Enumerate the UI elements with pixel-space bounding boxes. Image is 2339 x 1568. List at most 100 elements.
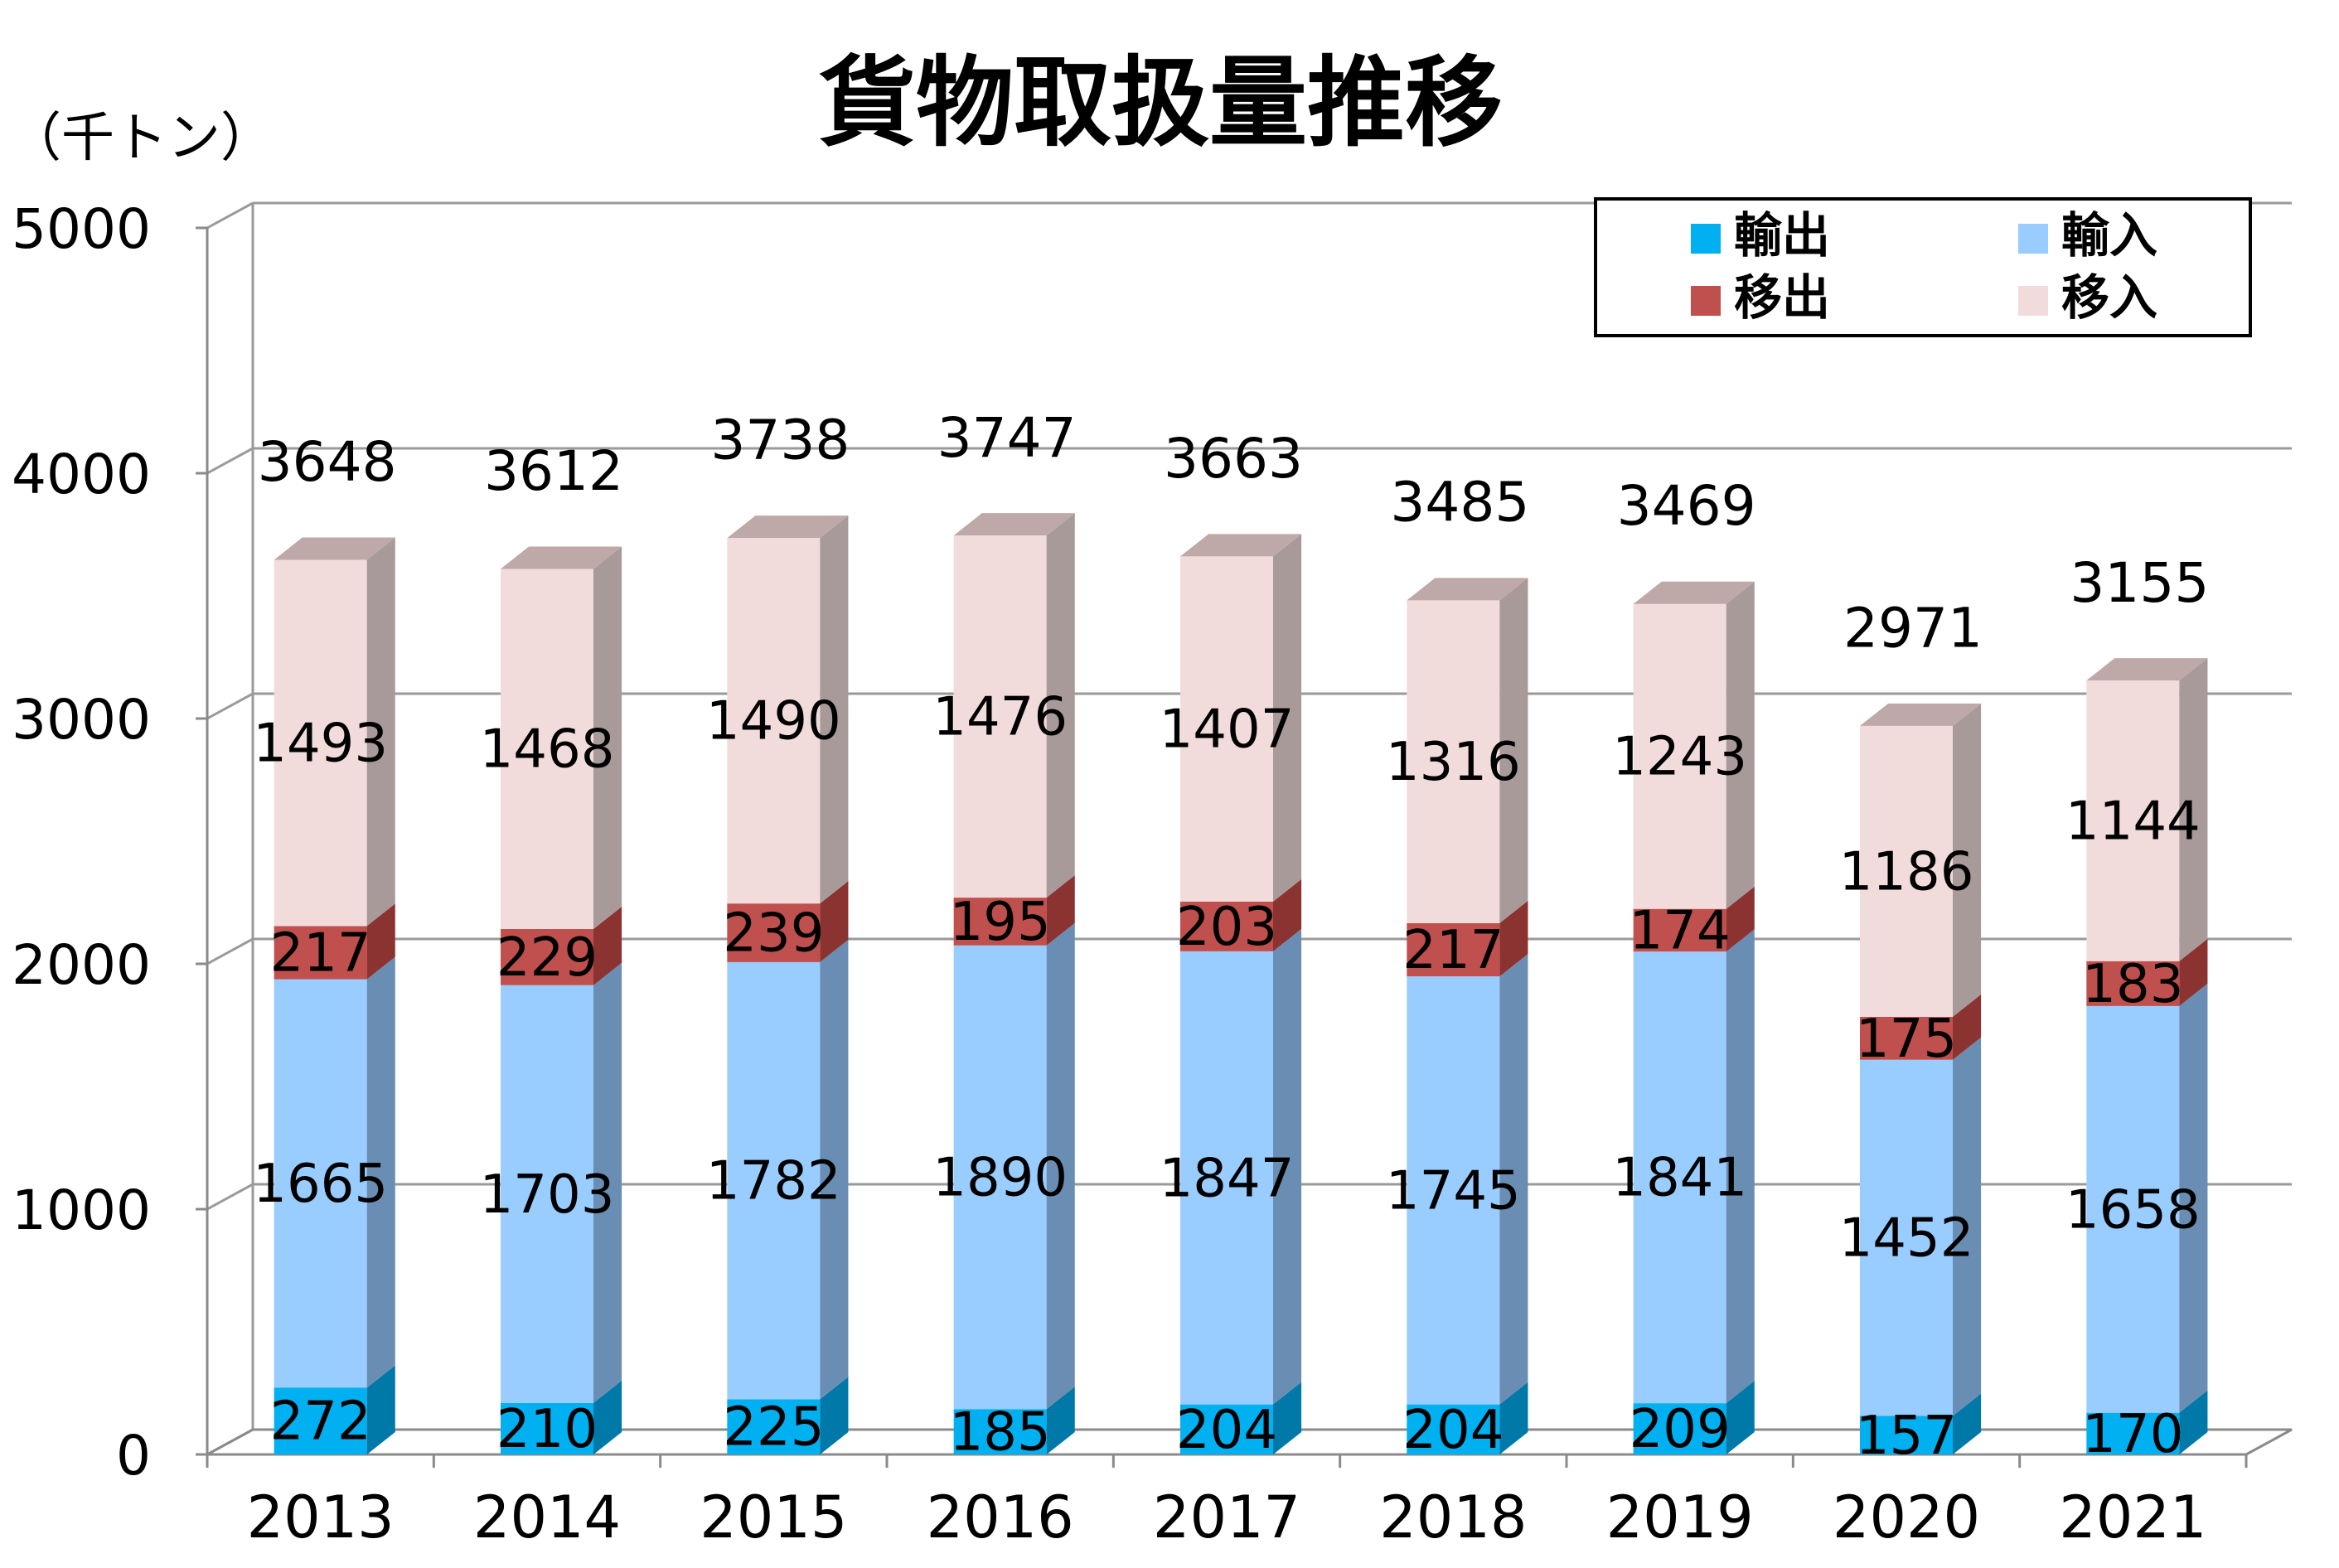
label-layer: 272 1665 217 1493 3648 210 1703 229 1468 3612 225 1… — [253, 406, 2209, 1467]
data-label: 217 — [1402, 920, 1504, 981]
bar-segment-side — [820, 515, 849, 904]
data-label: 210 — [496, 1399, 598, 1460]
bar-segment-front — [1180, 901, 1273, 951]
bar-segment-side — [1046, 513, 1075, 898]
bar-segment-front — [1180, 951, 1273, 1405]
bar-segment-front — [501, 1402, 593, 1454]
total-label: 2971 — [1843, 597, 1983, 661]
data-label: 1745 — [1386, 1160, 1521, 1222]
data-label: 174 — [1630, 900, 1731, 961]
bar-segment-front — [1633, 908, 1726, 952]
bar-top-face — [2086, 658, 2208, 681]
x-tick-label: 2020 — [1833, 1483, 1980, 1551]
bar-segment-front — [1860, 725, 1953, 1017]
y-tick-label: 0 — [116, 1424, 151, 1488]
bar-top-face — [501, 546, 622, 569]
data-label: 1493 — [253, 713, 388, 774]
bar-segment-front — [1860, 1059, 1953, 1416]
bar-segment-front — [501, 569, 593, 929]
bar-segment-front — [2086, 680, 2180, 961]
bar-segment-side — [366, 956, 395, 1388]
x-tick-label: 2017 — [1153, 1483, 1300, 1551]
legend-swatch — [1691, 224, 1721, 254]
bar-segment-front — [1407, 1404, 1500, 1454]
bar-segment-side — [1726, 886, 1755, 952]
legend-box — [1594, 197, 2252, 337]
bar-segment-side — [1046, 922, 1075, 1410]
total-label: 3612 — [484, 439, 623, 503]
data-label: 1490 — [706, 691, 841, 753]
bar-segment-side — [1953, 994, 1982, 1060]
bar-segment-front — [1180, 556, 1273, 902]
x-tick-label: 2018 — [1379, 1483, 1527, 1551]
bar-segment-side — [1273, 534, 1302, 902]
data-label: 204 — [1402, 1400, 1504, 1461]
total-label: 3747 — [937, 406, 1077, 470]
bar-segment-side — [1499, 1382, 1528, 1454]
side-gridline — [206, 201, 254, 230]
legend-swatch — [2018, 286, 2048, 316]
data-label: 1665 — [253, 1154, 388, 1215]
bar-segment-side — [366, 1365, 395, 1454]
bar-top-face — [727, 515, 849, 539]
bar-top-face — [1180, 534, 1302, 557]
data-label: 185 — [950, 1402, 1051, 1464]
data-label: 272 — [270, 1391, 371, 1453]
y-tick-label: 5000 — [12, 197, 151, 261]
legend-label: 移出 — [1734, 269, 1830, 326]
bar-segment-front — [953, 535, 1047, 898]
total-label: 3663 — [1164, 427, 1303, 491]
bar-segment-front — [1180, 1404, 1273, 1454]
data-label: 175 — [1856, 1009, 1957, 1070]
bar-segment-side — [1499, 954, 1528, 1405]
bar-segment-front — [727, 1399, 821, 1454]
bar-segment-side — [593, 906, 622, 985]
data-label: 1316 — [1386, 732, 1521, 793]
bar-segment-front — [274, 979, 367, 1388]
bar-segment-front — [2086, 961, 2180, 1006]
bar-segment-front — [1633, 603, 1726, 909]
bar-segment-front — [1407, 976, 1500, 1405]
data-label: 217 — [270, 923, 371, 985]
bar-segment-side — [366, 903, 395, 980]
bar-segment-side — [366, 537, 395, 927]
y-tick-label: 1000 — [12, 1178, 151, 1242]
data-label: 1243 — [1612, 727, 1747, 788]
chart-title: 貨物取扱量推移 — [818, 46, 1503, 160]
bar-segment-front — [1633, 1403, 1726, 1454]
bar-segment-side — [1726, 581, 1755, 909]
total-label: 3738 — [710, 409, 850, 472]
total-label: 3155 — [2070, 551, 2209, 615]
data-label: 183 — [2082, 954, 2183, 1015]
bar-segment-side — [2179, 938, 2208, 1006]
legend-label: 輸入 — [2061, 207, 2157, 264]
bar-segment-front — [953, 945, 1047, 1410]
bar-segment-side — [820, 939, 849, 1400]
bar-segment-front — [2086, 1412, 2180, 1454]
bar-segment-front — [953, 1409, 1047, 1454]
bar-segment-side — [1046, 875, 1075, 946]
data-label: 157 — [1856, 1406, 1957, 1467]
bar-segment-side — [820, 881, 849, 962]
bar-segment-front — [727, 903, 821, 962]
x-tick-label: 2013 — [247, 1483, 395, 1551]
bar-segment-front — [501, 928, 593, 985]
bar-segment-side — [2179, 983, 2208, 1413]
data-label: 1782 — [706, 1151, 841, 1212]
data-label: 209 — [1630, 1399, 1731, 1460]
data-label: 1186 — [1839, 841, 1974, 903]
y-tick-label: 4000 — [12, 443, 151, 506]
data-label: 195 — [950, 892, 1051, 953]
x-tick-label: 2021 — [2059, 1483, 2206, 1551]
data-label: 1703 — [480, 1164, 615, 1226]
bar-segment-front — [274, 926, 367, 980]
bar-segment-side — [1953, 1037, 1982, 1416]
side-gridline — [206, 447, 254, 475]
bar-segment-side — [1953, 703, 1982, 1017]
bar-segment-side — [1273, 878, 1302, 951]
bar-segment-front — [1633, 951, 1726, 1404]
bar-top-face — [274, 537, 395, 560]
